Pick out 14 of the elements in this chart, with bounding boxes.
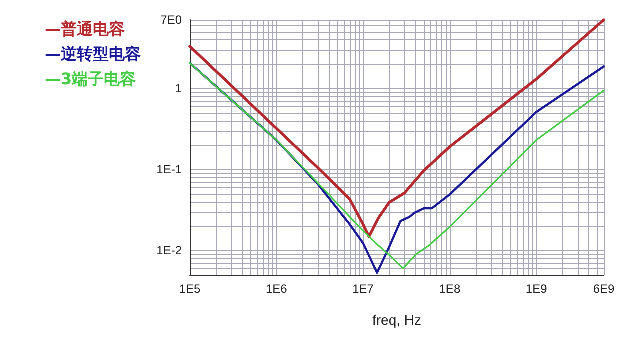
y-tick-label: 7E0 [160, 13, 182, 27]
y-tick-label: 1E-2 [156, 244, 182, 258]
x-tick-label: 1E7 [352, 282, 374, 296]
text: —逆转型电容 [45, 44, 141, 64]
y-tick-label: 1 [175, 81, 182, 96]
x-tick-label: 1E9 [526, 282, 548, 296]
x-tick-label: 6E9 [593, 282, 615, 296]
x-axis-title: freq, Hz [372, 312, 422, 328]
x-tick-label: 1E8 [439, 282, 461, 296]
x-tick-label: 1E5 [179, 282, 201, 296]
x-tick-label: 1E6 [266, 282, 288, 296]
text: —普通电容 [45, 20, 125, 38]
y-tick-label: 1E-1 [156, 162, 182, 177]
text: —3端子电容 [45, 70, 136, 88]
